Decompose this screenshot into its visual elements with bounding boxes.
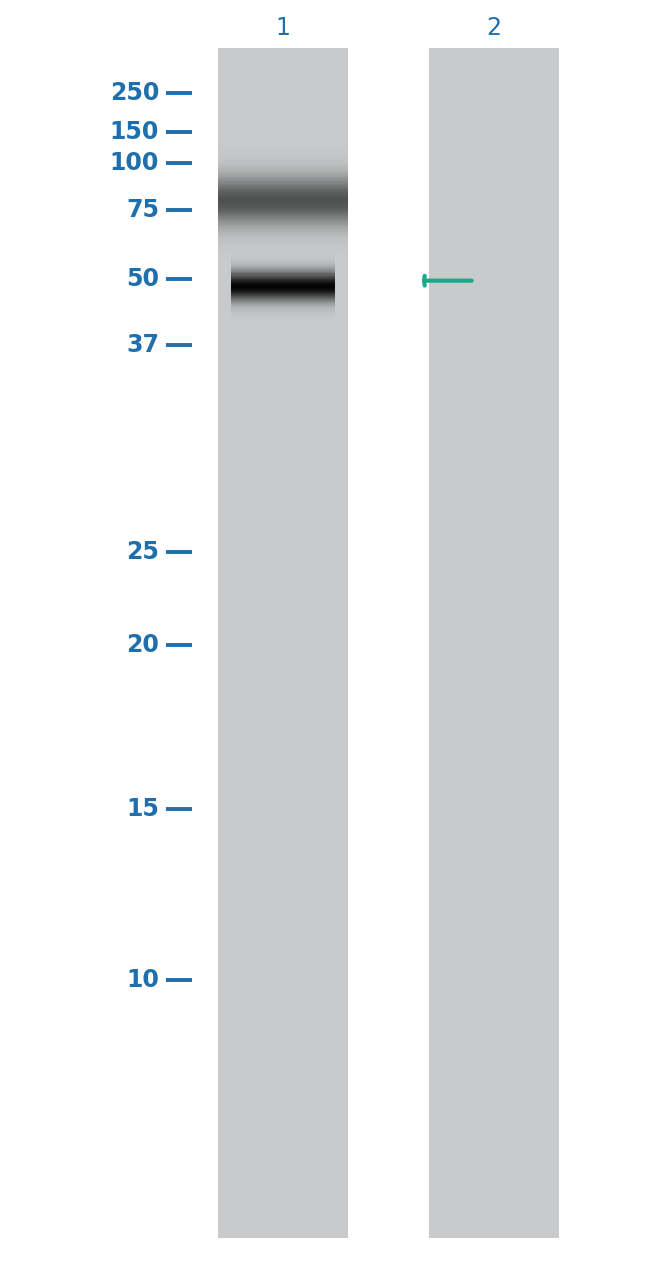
Bar [218,170,348,171]
Bar [218,220,348,221]
Bar [218,254,348,255]
Bar [218,224,348,225]
Bar [218,218,348,220]
Bar [218,157,348,160]
Bar [218,48,348,1238]
Bar [218,166,348,168]
Bar [218,196,348,197]
Text: 100: 100 [110,151,159,174]
Text: 37: 37 [126,334,159,357]
Bar [218,173,348,175]
Bar [218,240,348,241]
Bar [218,156,348,157]
Text: 75: 75 [126,198,159,221]
Bar [218,171,348,173]
Bar [218,178,348,180]
Bar [218,182,348,184]
Bar [218,202,348,204]
Bar [218,225,348,226]
Bar [218,236,348,239]
Bar [218,241,348,244]
Text: 10: 10 [126,969,159,992]
Text: 20: 20 [126,634,159,657]
Bar [218,210,348,211]
Bar [218,194,348,196]
Bar [218,249,348,250]
Bar [218,161,348,163]
Bar [429,48,559,1238]
Text: 50: 50 [126,268,159,291]
Bar [218,204,348,206]
Bar [218,207,348,210]
Bar [218,234,348,235]
Text: 15: 15 [126,798,159,820]
Bar [218,211,348,212]
Bar [218,155,348,156]
Bar [218,190,348,192]
Bar [218,230,348,231]
Text: 250: 250 [110,81,159,104]
Bar [218,212,348,215]
Bar [218,177,348,178]
Bar [218,199,348,201]
Text: 25: 25 [126,541,159,564]
Bar [218,246,348,249]
Bar [218,244,348,245]
Bar [218,251,348,254]
Bar [218,231,348,234]
Bar [218,163,348,165]
Bar [218,250,348,251]
Bar [218,147,348,150]
Bar [218,239,348,240]
Bar [218,189,348,190]
Bar [218,216,348,218]
Bar [218,229,348,230]
Bar [218,152,348,155]
Bar [218,175,348,177]
Bar [218,226,348,229]
Bar [218,245,348,246]
Bar [218,235,348,236]
Bar [218,215,348,216]
Bar [218,168,348,170]
Text: 150: 150 [110,121,159,144]
Bar [218,206,348,207]
Bar [218,258,348,259]
Bar [218,187,348,189]
Bar [218,142,348,144]
Bar [218,151,348,152]
Bar [218,144,348,146]
Bar [218,197,348,199]
Text: 2: 2 [486,17,502,39]
Bar [218,185,348,187]
Bar [218,146,348,147]
Bar [218,255,348,258]
Bar [218,201,348,202]
Bar [218,192,348,194]
Bar [218,149,348,151]
Bar [218,180,348,182]
Bar [218,184,348,185]
Bar [218,160,348,161]
Text: 1: 1 [276,17,290,39]
Bar [218,221,348,224]
Bar [218,165,348,166]
